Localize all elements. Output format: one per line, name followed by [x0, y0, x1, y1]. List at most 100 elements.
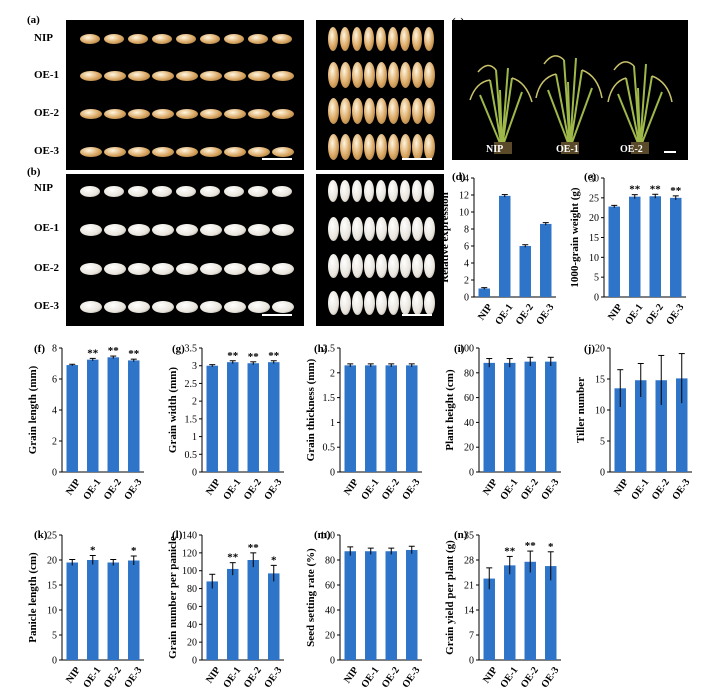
- y-tick-label-n: 21: [464, 581, 474, 592]
- grain: [388, 254, 399, 278]
- row-label-a-nip: NIP: [34, 32, 53, 44]
- grain: [412, 27, 422, 51]
- grain: [176, 71, 198, 81]
- bar-g-OE-2: [247, 363, 259, 472]
- y-axis-label-j: Tiller number: [575, 377, 587, 443]
- grain: [224, 263, 246, 275]
- y-tick-label-j: 20: [595, 344, 605, 355]
- y-tick-label-d: 2: [464, 276, 469, 287]
- grain: [352, 98, 363, 124]
- scale-bar-c: [664, 151, 676, 153]
- grain: [200, 147, 222, 157]
- grain: [376, 217, 387, 241]
- y-tick-label-m: 60: [325, 581, 335, 592]
- grain: [388, 134, 399, 160]
- bar-j-OE-3: [676, 378, 688, 472]
- y-tick-label-e: 15: [589, 233, 599, 244]
- y-tick-label-l: 60: [187, 602, 197, 613]
- y-tick-label-h: 0: [330, 468, 335, 479]
- row-label-a-oe1: OE-1: [34, 69, 60, 81]
- y-tick-label-d: 4: [464, 259, 469, 270]
- grain: [176, 186, 196, 197]
- grain: [424, 254, 435, 278]
- x-tick-label-e: OE-1: [623, 302, 645, 327]
- grain: [364, 254, 375, 278]
- grain: [388, 180, 398, 202]
- grain: [388, 62, 399, 88]
- x-tick-label-d: OE-1: [493, 302, 515, 327]
- grain: [104, 71, 126, 81]
- grain: [424, 62, 435, 88]
- grain: [400, 98, 411, 124]
- y-tick-label-e: 30: [589, 174, 599, 185]
- y-tick-label-h: 1: [330, 418, 335, 429]
- bar-h-OE-3: [406, 365, 418, 472]
- grain: [364, 27, 374, 51]
- x-tick-label-l: NIP: [204, 665, 223, 685]
- x-tick-label-f: NIP: [64, 477, 83, 497]
- grain: [80, 71, 102, 81]
- x-tick-label-e: OE-2: [644, 302, 666, 327]
- significance-mark-g: **: [227, 350, 239, 362]
- y-tick-label-h: 1.5: [323, 393, 336, 404]
- x-tick-label-h: OE-3: [400, 477, 422, 502]
- bar-l-OE-1: [227, 568, 239, 660]
- y-tick-label-e: 5: [594, 273, 599, 284]
- significance-mark-f: **: [108, 345, 120, 357]
- grain: [388, 27, 398, 51]
- grain: [272, 263, 294, 275]
- significance-mark-e: **: [629, 184, 641, 196]
- x-tick-label-k: OE-2: [102, 665, 124, 690]
- bar-f-OE-3: [128, 360, 140, 472]
- x-tick-label-d: OE-2: [514, 302, 536, 327]
- y-axis-label-k: Panicle length (cm): [27, 552, 39, 643]
- y-tick-label-k: 15: [47, 581, 57, 592]
- grain: [388, 217, 399, 241]
- plant-oe1-icon: [535, 55, 603, 154]
- bar-f-OE-1: [87, 359, 99, 472]
- y-tick-label-k: 0: [52, 656, 57, 667]
- bar-f-OE-2: [107, 357, 119, 472]
- grain: [412, 62, 423, 88]
- bar-i-OE-3: [545, 361, 557, 472]
- grain: [328, 291, 339, 315]
- y-tick-label-k: 20: [47, 556, 57, 567]
- y-tick-label-d: 10: [459, 208, 469, 219]
- grain: [364, 134, 375, 160]
- x-tick-label-l: OE-1: [221, 665, 243, 690]
- grain: [104, 109, 126, 119]
- y-tick-label-g: 3: [192, 361, 197, 372]
- grain: [328, 62, 339, 88]
- plant-nip-icon: [469, 64, 533, 154]
- grain: [128, 34, 148, 44]
- x-tick-label-e: NIP: [606, 302, 625, 322]
- grain: [152, 71, 174, 81]
- y-tick-label-l: 140: [182, 531, 197, 542]
- y-tick-label-f: 6: [52, 375, 57, 386]
- y-tick-label-i: 0: [469, 468, 474, 479]
- grain: [376, 27, 386, 51]
- brown-rice-photo-b-width: [316, 174, 444, 326]
- panel-label-d: (d): [452, 171, 466, 183]
- bar-l-OE-2: [247, 560, 259, 660]
- row-label-b-oe3: OE-3: [34, 300, 60, 312]
- bar-h-NIP: [344, 365, 356, 472]
- grain: [248, 147, 270, 157]
- scale-bar: [402, 314, 432, 316]
- grain: [376, 180, 386, 202]
- grain: [200, 71, 222, 81]
- grain: [104, 263, 126, 275]
- y-tick-label-m: 100: [320, 531, 335, 542]
- bar-k-NIP: [66, 562, 78, 660]
- bar-m-OE-3: [406, 550, 418, 660]
- plant-label-oe1: OE-1: [556, 144, 579, 155]
- grain: [364, 180, 374, 202]
- grain: [104, 301, 126, 313]
- scale-bar: [402, 158, 432, 160]
- grain: [128, 109, 150, 119]
- grain: [340, 291, 351, 315]
- grain: [376, 291, 387, 315]
- y-tick-label-g: 0.5: [185, 450, 198, 461]
- grain: [412, 180, 422, 202]
- bar-h-OE-1: [365, 365, 377, 472]
